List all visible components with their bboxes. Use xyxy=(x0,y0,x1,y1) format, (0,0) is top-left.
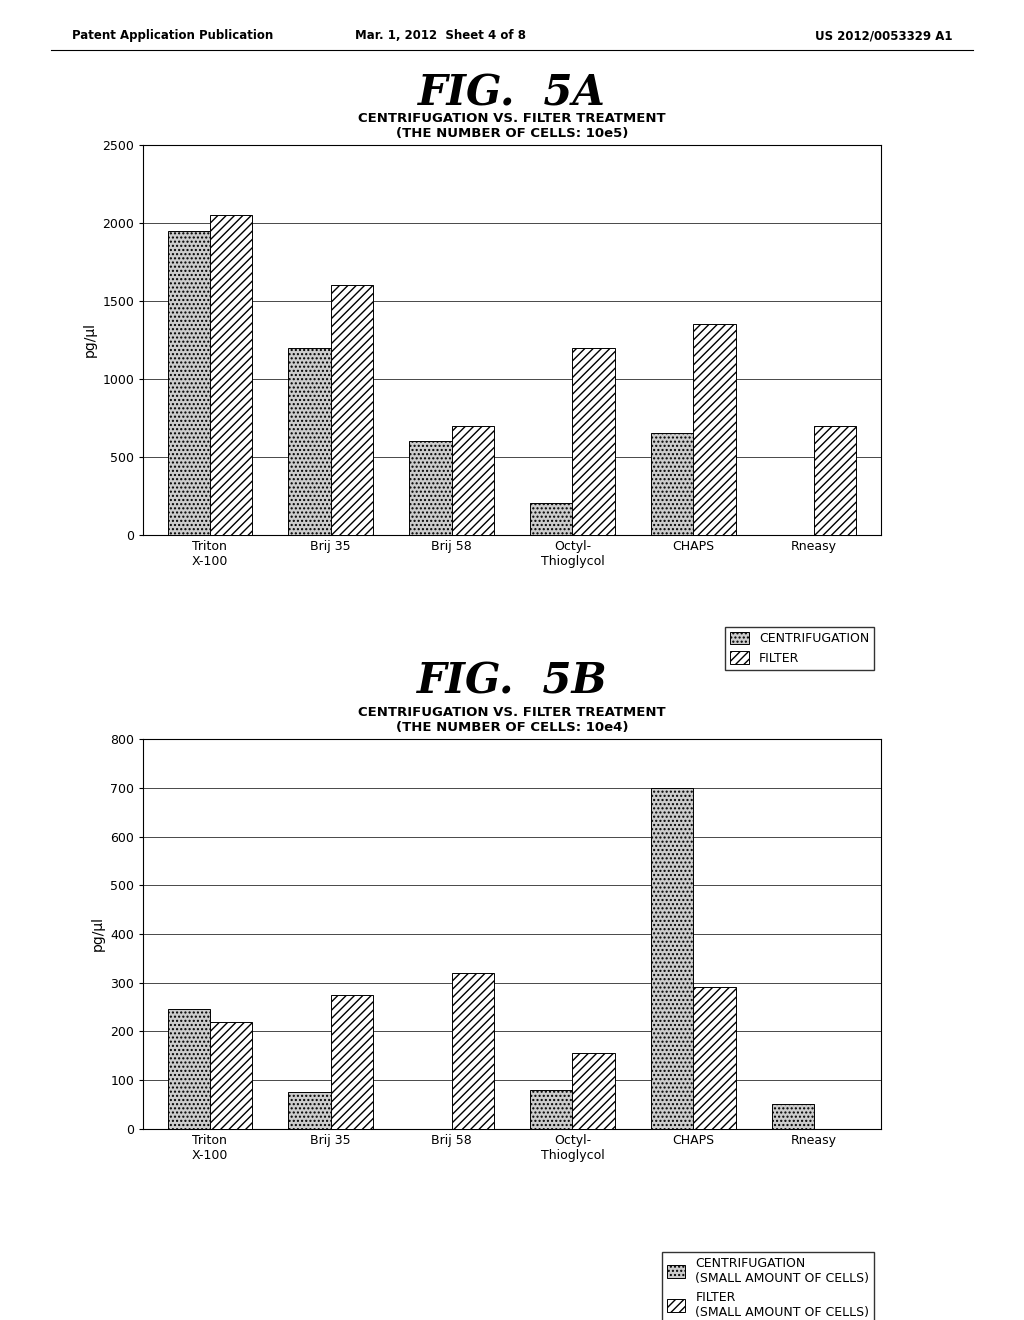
Bar xyxy=(452,973,494,1129)
Bar xyxy=(168,1010,210,1129)
Y-axis label: pg/μl: pg/μl xyxy=(91,916,104,952)
Bar xyxy=(289,1092,331,1129)
Legend: CENTRIFUGATION
(SMALL AMOUNT OF CELLS), FILTER
(SMALL AMOUNT OF CELLS): CENTRIFUGATION (SMALL AMOUNT OF CELLS), … xyxy=(662,1251,874,1320)
Bar xyxy=(530,1090,572,1129)
Bar xyxy=(572,347,614,535)
Bar xyxy=(410,441,452,535)
Bar xyxy=(814,425,856,535)
Text: Mar. 1, 2012  Sheet 4 of 8: Mar. 1, 2012 Sheet 4 of 8 xyxy=(355,29,525,42)
Text: FIG.  5B: FIG. 5B xyxy=(417,660,607,702)
Text: FIG.  5A: FIG. 5A xyxy=(418,73,606,115)
Bar xyxy=(651,433,693,535)
Bar xyxy=(210,215,252,535)
Bar xyxy=(772,1105,814,1129)
Title: CENTRIFUGATION VS. FILTER TREATMENT
(THE NUMBER OF CELLS: 10e4): CENTRIFUGATION VS. FILTER TREATMENT (THE… xyxy=(358,706,666,734)
Text: US 2012/0053329 A1: US 2012/0053329 A1 xyxy=(815,29,952,42)
Bar xyxy=(693,987,735,1129)
Text: Patent Application Publication: Patent Application Publication xyxy=(72,29,273,42)
Y-axis label: pg/μl: pg/μl xyxy=(83,322,97,358)
Bar xyxy=(452,425,494,535)
Bar xyxy=(651,788,693,1129)
Bar xyxy=(168,231,210,535)
Title: CENTRIFUGATION VS. FILTER TREATMENT
(THE NUMBER OF CELLS: 10e5): CENTRIFUGATION VS. FILTER TREATMENT (THE… xyxy=(358,112,666,140)
Bar xyxy=(572,1053,614,1129)
Legend: CENTRIFUGATION, FILTER: CENTRIFUGATION, FILTER xyxy=(725,627,874,671)
Bar xyxy=(530,503,572,535)
Bar xyxy=(331,995,373,1129)
Bar xyxy=(210,1022,252,1129)
Bar xyxy=(693,325,735,535)
Bar xyxy=(331,285,373,535)
Bar xyxy=(289,347,331,535)
